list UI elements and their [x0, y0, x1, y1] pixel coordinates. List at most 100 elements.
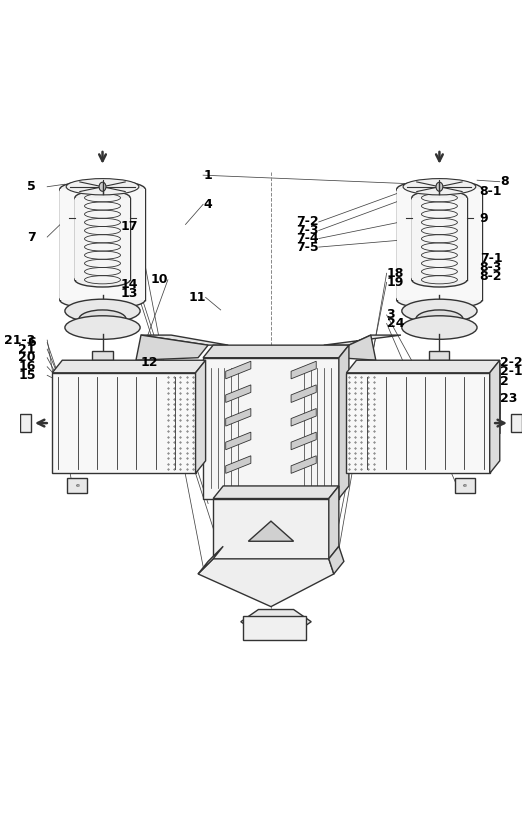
Ellipse shape: [60, 180, 145, 198]
Bar: [429, 351, 449, 360]
Text: 3: 3: [386, 308, 395, 322]
Polygon shape: [213, 486, 339, 499]
Polygon shape: [489, 360, 500, 473]
Text: 5: 5: [27, 180, 35, 193]
Ellipse shape: [65, 299, 140, 322]
Circle shape: [89, 419, 116, 446]
Bar: [68, 398, 76, 418]
Polygon shape: [329, 486, 339, 559]
Polygon shape: [195, 360, 205, 473]
Text: 7-3: 7-3: [296, 224, 319, 237]
Bar: [60, 189, 145, 300]
Polygon shape: [291, 409, 316, 426]
Text: 8: 8: [500, 175, 508, 188]
Bar: [52, 373, 195, 473]
Polygon shape: [52, 360, 205, 373]
Text: 9: 9: [479, 212, 488, 225]
Bar: [96, 381, 109, 388]
Text: 14: 14: [120, 278, 138, 291]
Bar: [397, 189, 482, 300]
Polygon shape: [141, 335, 228, 345]
Text: e: e: [463, 483, 467, 489]
Ellipse shape: [416, 310, 463, 328]
Bar: [67, 478, 88, 494]
Text: 8-1: 8-1: [479, 185, 502, 198]
Polygon shape: [225, 409, 251, 426]
Ellipse shape: [412, 273, 467, 287]
Text: e: e: [76, 483, 79, 489]
Bar: [92, 351, 112, 360]
Text: 7-5: 7-5: [296, 241, 319, 254]
Ellipse shape: [79, 310, 126, 328]
Bar: [413, 387, 466, 423]
Circle shape: [426, 419, 453, 446]
Polygon shape: [225, 361, 251, 379]
Text: 8-3: 8-3: [479, 260, 502, 273]
Polygon shape: [346, 360, 500, 373]
Text: 4: 4: [203, 197, 212, 211]
Text: 18: 18: [386, 267, 404, 280]
Ellipse shape: [397, 290, 482, 309]
Ellipse shape: [75, 273, 130, 287]
Text: 7: 7: [27, 231, 35, 243]
Bar: [412, 197, 467, 280]
Text: 2-1: 2-1: [500, 366, 522, 379]
Polygon shape: [291, 385, 316, 402]
Ellipse shape: [99, 182, 106, 191]
Bar: [433, 381, 446, 388]
Circle shape: [459, 481, 470, 491]
Ellipse shape: [403, 179, 476, 195]
Text: 15: 15: [18, 369, 35, 382]
Text: 23: 23: [500, 392, 517, 406]
Text: 1: 1: [203, 169, 212, 182]
Polygon shape: [203, 345, 349, 357]
Ellipse shape: [412, 191, 467, 205]
Polygon shape: [291, 432, 316, 450]
Bar: [77, 387, 129, 423]
Polygon shape: [329, 546, 344, 574]
Bar: [511, 414, 522, 432]
Ellipse shape: [60, 290, 145, 309]
Polygon shape: [248, 521, 294, 541]
Ellipse shape: [436, 182, 443, 191]
Text: 7-1: 7-1: [479, 252, 502, 265]
Text: 10: 10: [150, 273, 168, 286]
Bar: [20, 414, 31, 432]
Polygon shape: [225, 456, 251, 473]
Polygon shape: [225, 432, 251, 450]
Bar: [75, 197, 130, 280]
Text: 6: 6: [27, 336, 35, 349]
Text: 7-2: 7-2: [296, 215, 319, 228]
Polygon shape: [339, 345, 349, 499]
Polygon shape: [241, 610, 311, 634]
Text: 24: 24: [386, 317, 404, 330]
Text: 16: 16: [18, 361, 35, 373]
Text: 2: 2: [500, 375, 508, 388]
Polygon shape: [339, 335, 376, 360]
Polygon shape: [291, 361, 316, 379]
Polygon shape: [198, 559, 334, 606]
Ellipse shape: [75, 191, 130, 205]
Text: 17: 17: [120, 220, 138, 233]
Bar: [213, 499, 329, 559]
Ellipse shape: [66, 179, 139, 195]
Ellipse shape: [402, 299, 477, 322]
Text: 19: 19: [386, 276, 404, 289]
Ellipse shape: [397, 180, 482, 198]
Bar: [455, 478, 475, 494]
Bar: [346, 373, 489, 473]
Bar: [203, 357, 339, 499]
Polygon shape: [225, 385, 251, 402]
Bar: [243, 616, 306, 641]
Text: 11: 11: [188, 290, 205, 304]
Text: 2-2: 2-2: [500, 357, 522, 370]
Polygon shape: [291, 456, 316, 473]
Polygon shape: [136, 335, 208, 360]
Text: 7-4: 7-4: [296, 232, 319, 245]
Text: 21-3: 21-3: [4, 334, 35, 347]
Ellipse shape: [65, 316, 140, 339]
Text: 8-2: 8-2: [479, 270, 502, 283]
Polygon shape: [198, 546, 223, 574]
Text: 20: 20: [18, 351, 35, 364]
Text: 12: 12: [140, 357, 158, 370]
